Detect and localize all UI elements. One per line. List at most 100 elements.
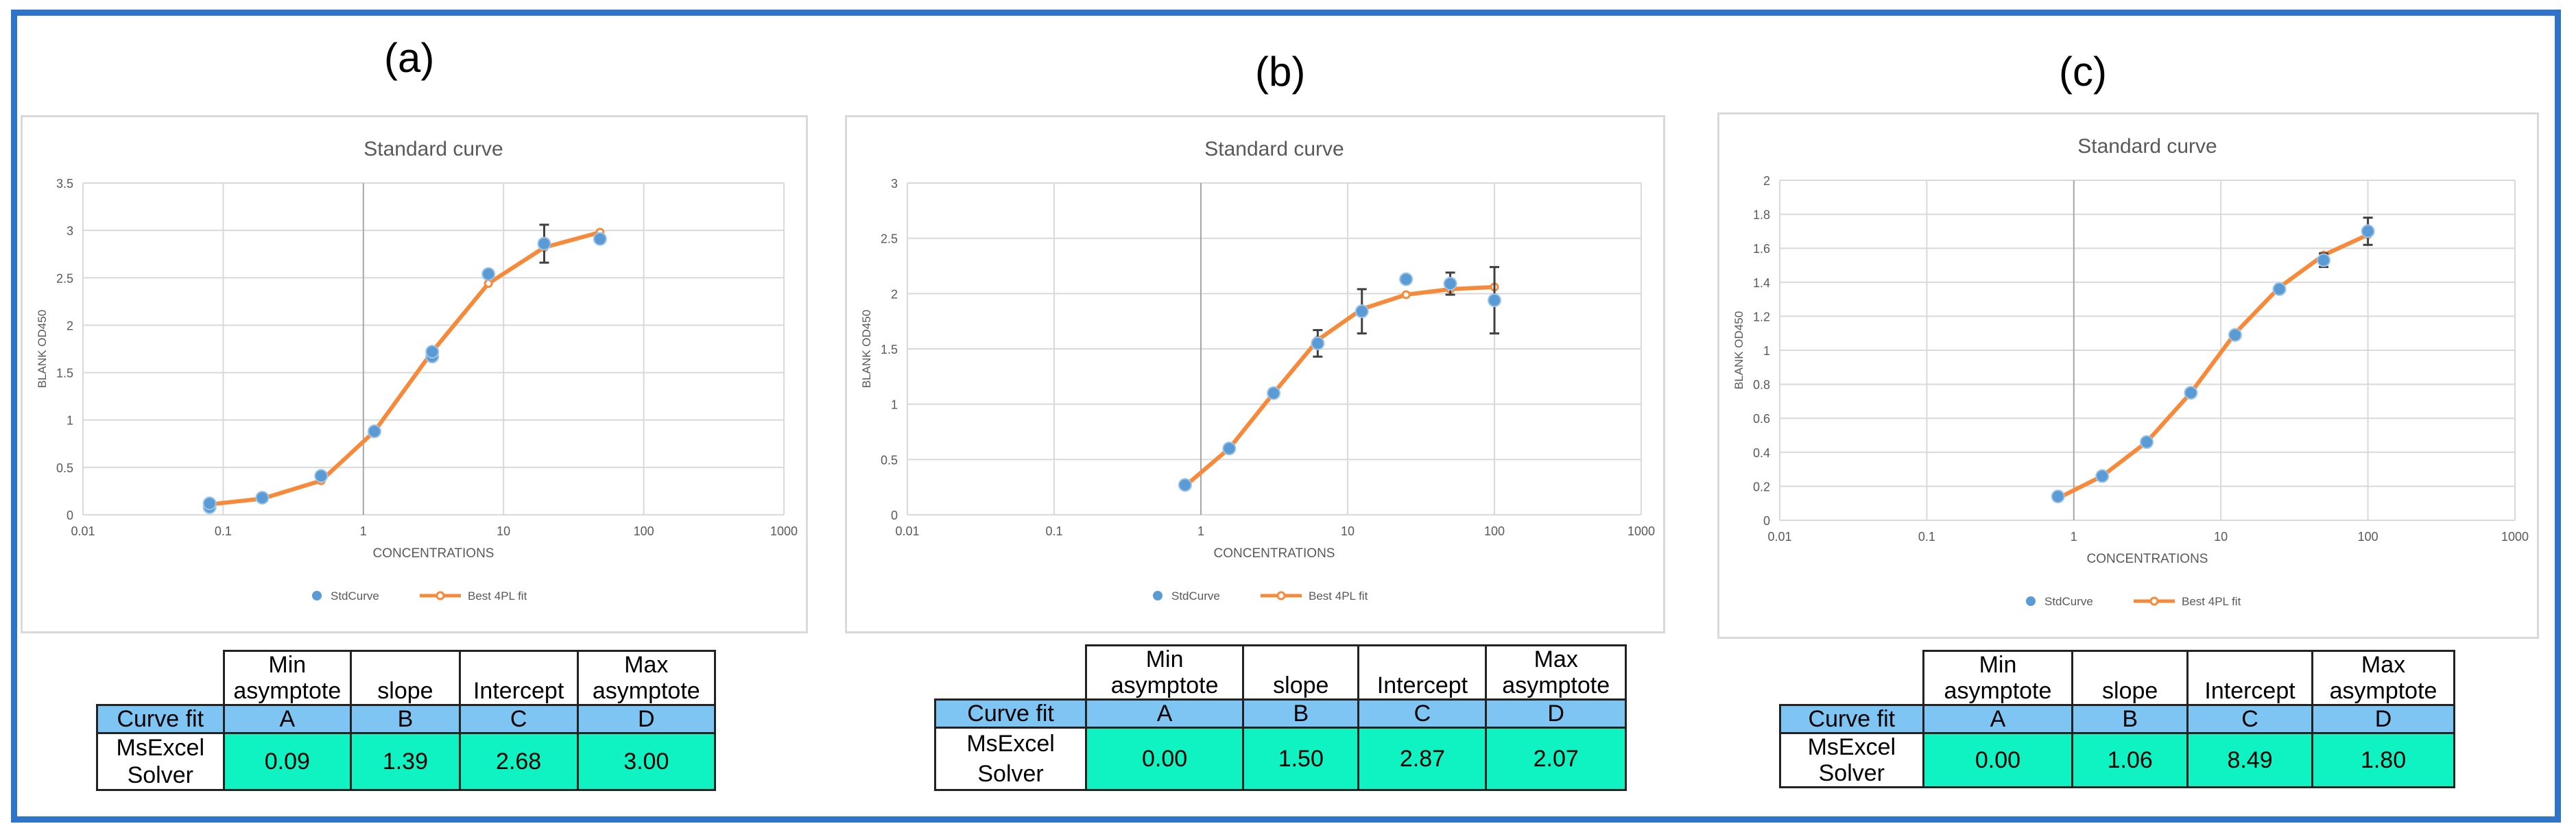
legend-label-stdcurve: StdCurve <box>2044 595 2093 608</box>
data-point <box>2228 328 2242 342</box>
value-d: 3.00 <box>576 732 717 791</box>
header-slope: slope <box>1242 644 1360 701</box>
data-point <box>202 496 217 511</box>
param-d: D <box>576 704 717 734</box>
legend-point-marker <box>1153 591 1162 600</box>
data-point <box>1443 276 1457 291</box>
chart-b-svg: Standard curve 0 0.5 1 1.5 2 2.5 3 0.01 0.1 1 10 100… <box>860 138 1655 603</box>
y-tick-label: 3 <box>67 224 73 238</box>
data-point <box>2051 489 2065 504</box>
x-tick-label: 100 <box>634 524 654 538</box>
value-d: 1.80 <box>2311 732 2455 788</box>
param-d: D <box>1485 698 1627 729</box>
fit-line <box>2057 232 2369 500</box>
data-point <box>2317 253 2331 267</box>
param-c: C <box>1357 698 1488 729</box>
data-point <box>425 345 440 359</box>
figure-frame <box>11 10 2561 823</box>
legend-point-marker <box>2026 596 2036 606</box>
param-a: A <box>1922 704 2074 734</box>
legend-label-stdcurve: StdCurve <box>331 589 379 603</box>
y-tick-label: 2.5 <box>881 232 898 246</box>
header-min-asymptote: Min asymptote <box>222 650 353 706</box>
chart-a-svg: Standard curve 0 0.5 1 1.5 2 2.5 3 3.5 0.01 0.1 1 10… <box>36 138 798 603</box>
fit-table-c: Min asymptote slope Intercept Max asympt… <box>1779 650 2455 788</box>
y-tick-label: 0 <box>891 509 898 522</box>
y-tick-label: 2 <box>891 287 898 301</box>
chart-a: Standard curve 0 0.5 1 1.5 2 2.5 3 3.5 0.01 0.1 1 10… <box>21 115 808 633</box>
x-tick-label: 1000 <box>1627 524 1655 538</box>
y-tick-label: 0.6 <box>1753 412 1770 426</box>
y-tick-label: 1 <box>891 398 898 412</box>
solver-label: MsExcel Solver <box>1779 732 1924 788</box>
y-tick-label: 2 <box>1763 174 1770 188</box>
x-tick-label: 0.1 <box>1918 530 1935 544</box>
param-d: D <box>2311 704 2455 734</box>
x-tick-label: 100 <box>2358 530 2378 544</box>
data-point <box>2272 282 2287 296</box>
value-b: 1.39 <box>350 732 461 791</box>
panel-label-a: (a) <box>384 35 435 81</box>
chart-title: Standard curve <box>1204 138 1344 160</box>
x-tick-label: 0.1 <box>215 524 232 538</box>
value-a: 0.09 <box>222 732 353 791</box>
table-corner <box>935 645 1088 701</box>
x-tick-label: 1000 <box>770 524 798 538</box>
data-point <box>1355 304 1369 319</box>
y-tick-label: 1.8 <box>1753 208 1770 222</box>
value-c: 8.49 <box>2186 732 2314 788</box>
header-intercept: Intercept <box>1357 644 1488 701</box>
header-max-asymptote: Max asymptote <box>1485 644 1627 701</box>
x-axis-label: CONCENTRATIONS <box>1214 546 1335 561</box>
x-tick-label: 0.01 <box>895 524 919 538</box>
header-max-asymptote: Max asymptote <box>2311 650 2455 706</box>
data-point <box>1399 272 1414 287</box>
x-tick-label: 0.1 <box>1045 524 1062 538</box>
x-tick-label: 0.01 <box>1767 530 1791 544</box>
y-tick-label: 1.2 <box>1753 310 1770 324</box>
y-tick-label: 0.5 <box>881 453 898 467</box>
data-point <box>2361 224 2375 239</box>
y-axis-label: BLANK OD450 <box>1732 311 1745 389</box>
value-a: 0.00 <box>1085 727 1245 791</box>
data-point <box>481 267 496 281</box>
header-max-asymptote: Max asymptote <box>576 650 717 706</box>
y-tick-label: 0.8 <box>1753 378 1770 392</box>
x-axis-label: CONCENTRATIONS <box>373 546 494 561</box>
data-point <box>255 491 270 505</box>
chart-c-svg: Standard curve 0 0.2 0.4 0.6 0.8 1 1.2 1.4 1.6 1.8… <box>1732 135 2529 608</box>
y-tick-label: 2.5 <box>56 271 73 285</box>
x-tick-label: 1 <box>1197 524 1204 538</box>
data-point <box>2095 469 2110 483</box>
param-c: C <box>2186 704 2314 734</box>
param-b: B <box>1242 698 1360 729</box>
fit-marker <box>1401 290 1411 300</box>
header-intercept: Intercept <box>2186 650 2314 706</box>
legend-point-marker <box>312 591 322 600</box>
fit-line <box>209 230 601 507</box>
x-tick-label: 0.01 <box>71 524 95 538</box>
y-tick-label: 1 <box>1763 344 1770 358</box>
y-tick-label: 1.6 <box>1753 242 1770 256</box>
solver-label: MsExcel Solver <box>933 727 1088 791</box>
value-c: 2.87 <box>1357 727 1488 791</box>
x-axis-label: CONCENTRATIONS <box>2087 552 2208 566</box>
y-axis-label: BLANK OD450 <box>860 310 873 388</box>
chart-b: Standard curve 0 0.5 1 1.5 2 2.5 3 0.01 0.1 1 10 100… <box>845 115 1665 633</box>
table-corner <box>97 650 225 706</box>
x-tick-label: 10 <box>2214 530 2228 544</box>
x-tick-label: 10 <box>497 524 510 538</box>
data-point <box>537 236 551 251</box>
legend-line-dot <box>2149 596 2159 606</box>
value-c: 2.68 <box>458 732 579 791</box>
data-point <box>1178 478 1192 492</box>
value-b: 1.50 <box>1242 727 1360 791</box>
value-a: 0.00 <box>1922 732 2074 788</box>
param-b: B <box>2071 704 2189 734</box>
x-tick-label: 1000 <box>2501 530 2529 544</box>
table-corner <box>1780 650 1924 706</box>
curve-fit-label: Curve fit <box>96 704 225 734</box>
legend-line-dot <box>436 591 445 600</box>
y-axis-label: BLANK OD450 <box>36 310 49 388</box>
header-min-asymptote: Min asymptote <box>1085 644 1245 701</box>
